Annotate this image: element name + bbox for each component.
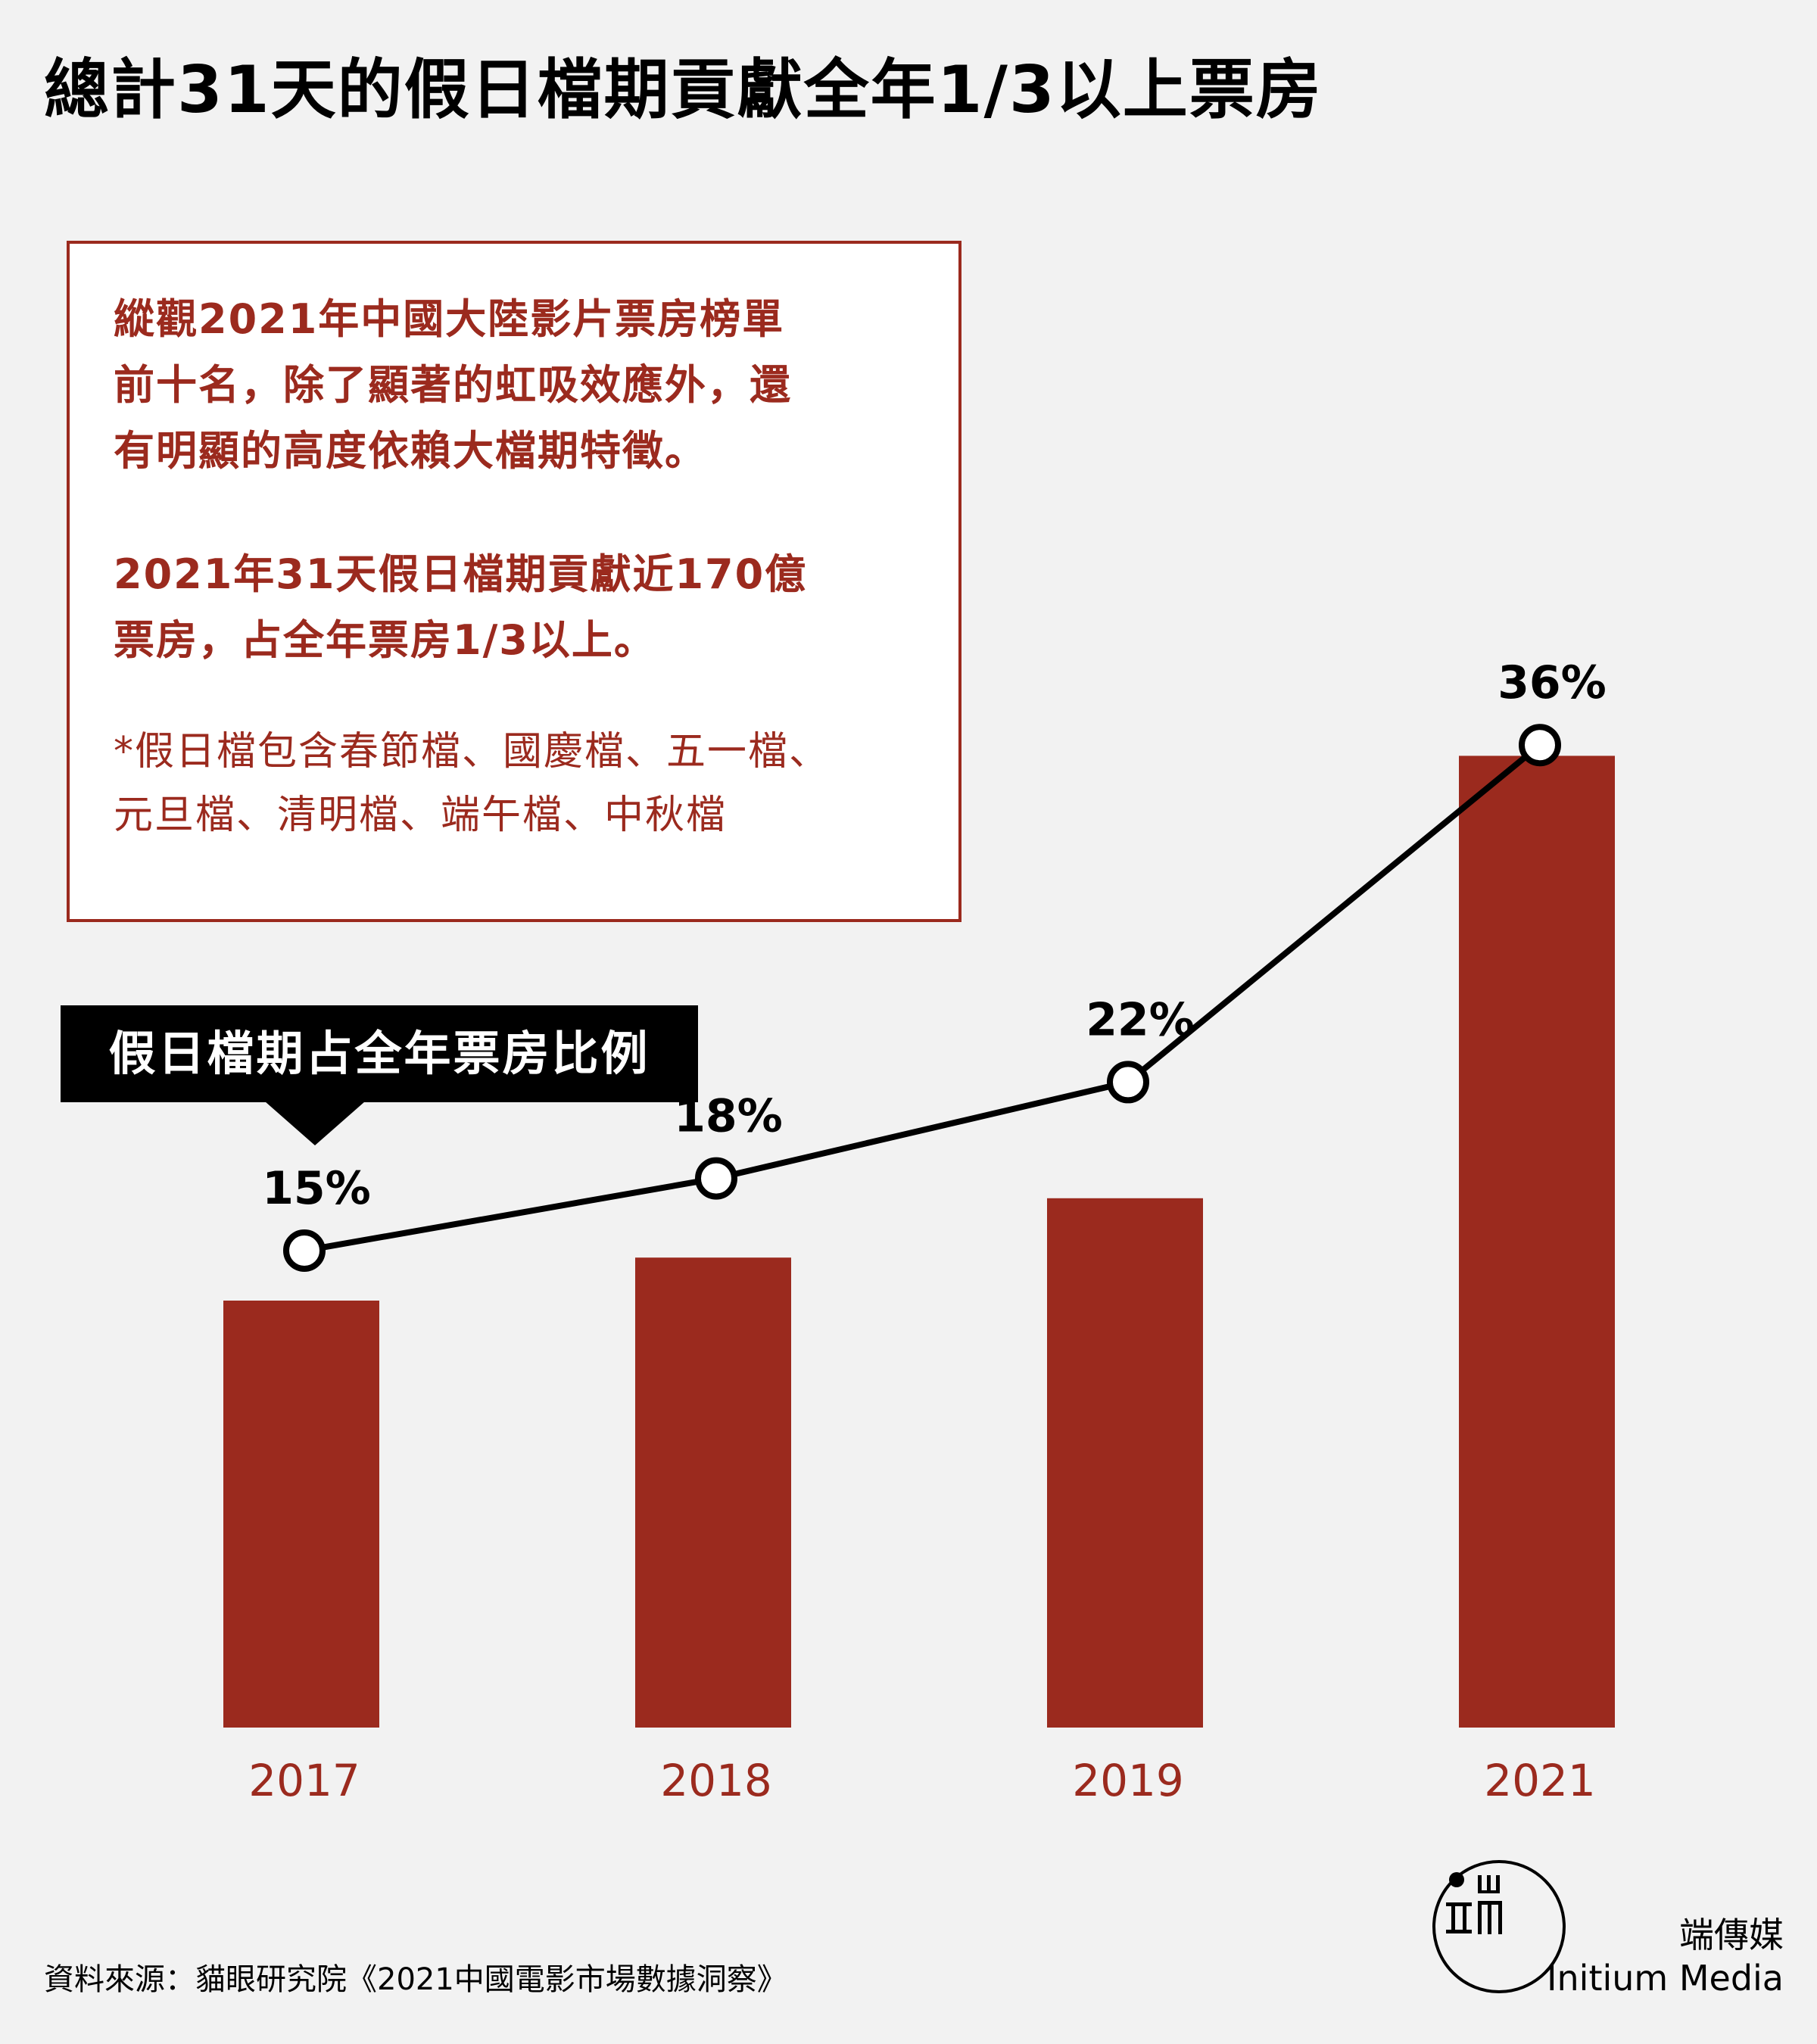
annotation-line: 前十名，除了顯著的虹吸效應外，還 (114, 361, 792, 409)
point-2018 (695, 1157, 737, 1200)
data-label-2021: 36% (1498, 656, 1607, 709)
x-tick-label-2019: 2019 (1072, 1755, 1184, 1806)
footnote-line: 元旦檔、清明檔、端午檔、中秋檔 (114, 793, 728, 838)
annotation-line: 有明顯的高度依賴大檔期特徵。 (114, 427, 707, 475)
annotation-box: 縱觀2021年中國大陸影片票房榜單 前十名，除了顯著的虹吸效應外，還 有明顯的高… (67, 241, 961, 922)
initium-logo-icon (1432, 1860, 1566, 1993)
annotation-paragraph-1: 縱觀2021年中國大陸影片票房榜單 前十名，除了顯著的虹吸效應外，還 有明顯的高… (114, 286, 928, 484)
annotation-line: 2021年31天假日檔期貢獻近170億 (114, 550, 808, 598)
legend-pointer-arrow (265, 1101, 365, 1145)
series-line (304, 743, 1542, 1254)
x-tick-label-2017: 2017 (248, 1755, 360, 1806)
chart-title: 總計31天的假日檔期貢獻全年1/3以上票房 (44, 52, 1323, 128)
point-2019 (1107, 1061, 1149, 1104)
brand-name-chinese: 端傳媒 (1679, 1915, 1784, 1955)
footnote-line: *假日檔包含春節檔、國慶檔、五一檔、 (114, 729, 831, 774)
bar-2021 (1459, 756, 1615, 1728)
source-note: 資料來源：貓眼研究院《2021中國電影市場數據洞察》 (44, 1962, 787, 1997)
x-tick-label-2021: 2021 (1484, 1755, 1596, 1806)
x-tick-label-2018: 2018 (660, 1755, 772, 1806)
point-2021 (1519, 724, 1561, 767)
annotation-line: 票房，占全年票房1/3以上。 (114, 616, 656, 664)
annotation-line: 縱觀2021年中國大陸影片票房榜單 (114, 295, 785, 343)
bar-2017 (223, 1301, 379, 1728)
annotation-paragraph-2: 2021年31天假日檔期貢獻近170億 票房，占全年票房1/3以上。 (114, 541, 928, 673)
data-label-2019: 22% (1086, 993, 1195, 1046)
annotation-footnote: *假日檔包含春節檔、國慶檔、五一檔、 元旦檔、清明檔、端午檔、中秋檔 (114, 720, 928, 847)
point-2017 (283, 1229, 326, 1272)
bar-2019 (1047, 1198, 1203, 1728)
bar-2018 (635, 1257, 791, 1728)
series-legend-label: 假日檔期占全年票房比例 (61, 1005, 698, 1102)
data-label-2017: 15% (262, 1162, 371, 1215)
brand-name-english: Initium Media (1546, 1958, 1784, 1999)
